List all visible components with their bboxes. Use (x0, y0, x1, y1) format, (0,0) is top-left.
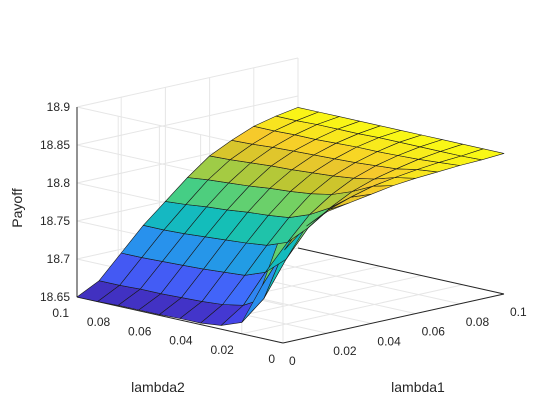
y-tick-label: 0.08 (87, 315, 111, 329)
y-tick-label: 0 (268, 352, 275, 366)
z-tick-label: 18.65 (40, 290, 70, 304)
x-tick-label: 0.04 (377, 334, 401, 348)
floor-grid-line (241, 284, 463, 335)
x-tick-label: 0.1 (510, 305, 527, 319)
x-tick-label: 0.08 (466, 315, 490, 329)
y-tick-label: 0.1 (52, 306, 69, 320)
z-tick-label: 18.85 (40, 138, 70, 152)
x-axis-label: lambda1 (391, 379, 445, 395)
y-axis-line (76, 296, 284, 344)
floor-grid-line (253, 257, 460, 305)
y-axis-label: lambda2 (131, 379, 185, 395)
surface-plot (76, 107, 505, 326)
z-axis-label: Payoff (9, 188, 25, 228)
surface-face (460, 148, 505, 161)
z-tick-label: 18.8 (47, 176, 71, 190)
floor-edge-line (297, 247, 505, 295)
z-tick-label: 18.9 (47, 100, 71, 114)
x-tick-label: 0.02 (333, 344, 357, 358)
tick-labels: 0 0.02 0.04 0.06 0.08 0.1 0 0.02 0.04 0.06 0.08 0.1… (40, 100, 527, 368)
back-wall-grid-line (76, 95, 299, 146)
x-tick-label: 0.06 (422, 325, 446, 339)
back-wall-grid-line (76, 57, 299, 108)
y-tick-label: 0.02 (210, 343, 234, 357)
x-tick-label: 0 (289, 354, 296, 368)
z-tick-label: 18.75 (40, 214, 70, 228)
y-tick-label: 0.04 (169, 334, 193, 348)
y-tick-label: 0.06 (128, 324, 152, 338)
x-axis-line (282, 293, 505, 344)
z-tick-label: 18.7 (47, 252, 71, 266)
